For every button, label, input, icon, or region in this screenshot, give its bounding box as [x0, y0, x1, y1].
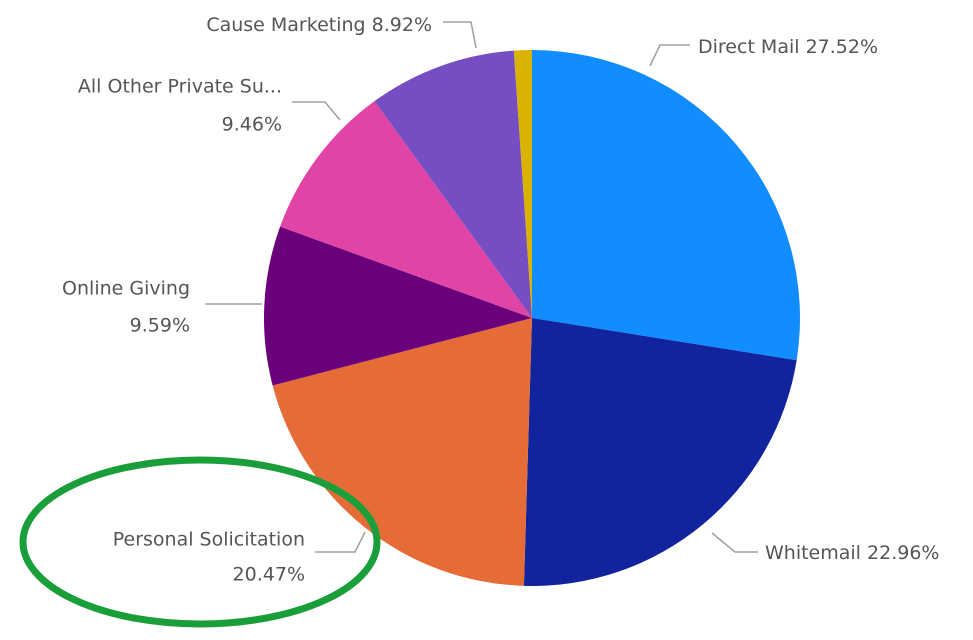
category-name: Cause Marketing	[206, 14, 365, 36]
value-label: 20.47%	[233, 564, 305, 586]
value-label: 8.92%	[372, 14, 432, 36]
slice	[280, 101, 532, 319]
value-label: 22.96%	[867, 542, 939, 564]
value-label: 27.52%	[806, 36, 878, 58]
value-label: 9.46%	[222, 114, 282, 136]
slice	[532, 50, 800, 361]
slice	[513, 50, 532, 318]
slice-label: Cause Marketing 8.92%	[206, 14, 432, 36]
highlight-circle	[19, 456, 381, 628]
leader-line	[292, 101, 341, 121]
slice	[263, 226, 532, 386]
leader-line	[443, 21, 477, 49]
slice-label: Direct Mail 27.52%	[698, 36, 878, 58]
category-name: All Other Private Su...	[78, 76, 282, 98]
category-name: Online Giving	[62, 278, 190, 300]
leader-line	[315, 531, 366, 553]
category-name: Whitemail	[765, 542, 861, 564]
labels: Direct Mail 27.52% Whitemail 22.96% Person…	[62, 14, 939, 586]
leader-line	[711, 532, 758, 553]
leader-line	[649, 44, 690, 67]
category-name: Direct Mail	[698, 36, 800, 58]
value-label: 9.59%	[130, 315, 190, 337]
slice	[374, 50, 532, 319]
slice	[523, 318, 797, 586]
slice	[272, 318, 532, 586]
pie	[263, 50, 800, 586]
category-name: Personal Solicitation	[113, 529, 305, 551]
slice-label: Whitemail 22.96%	[765, 542, 939, 564]
